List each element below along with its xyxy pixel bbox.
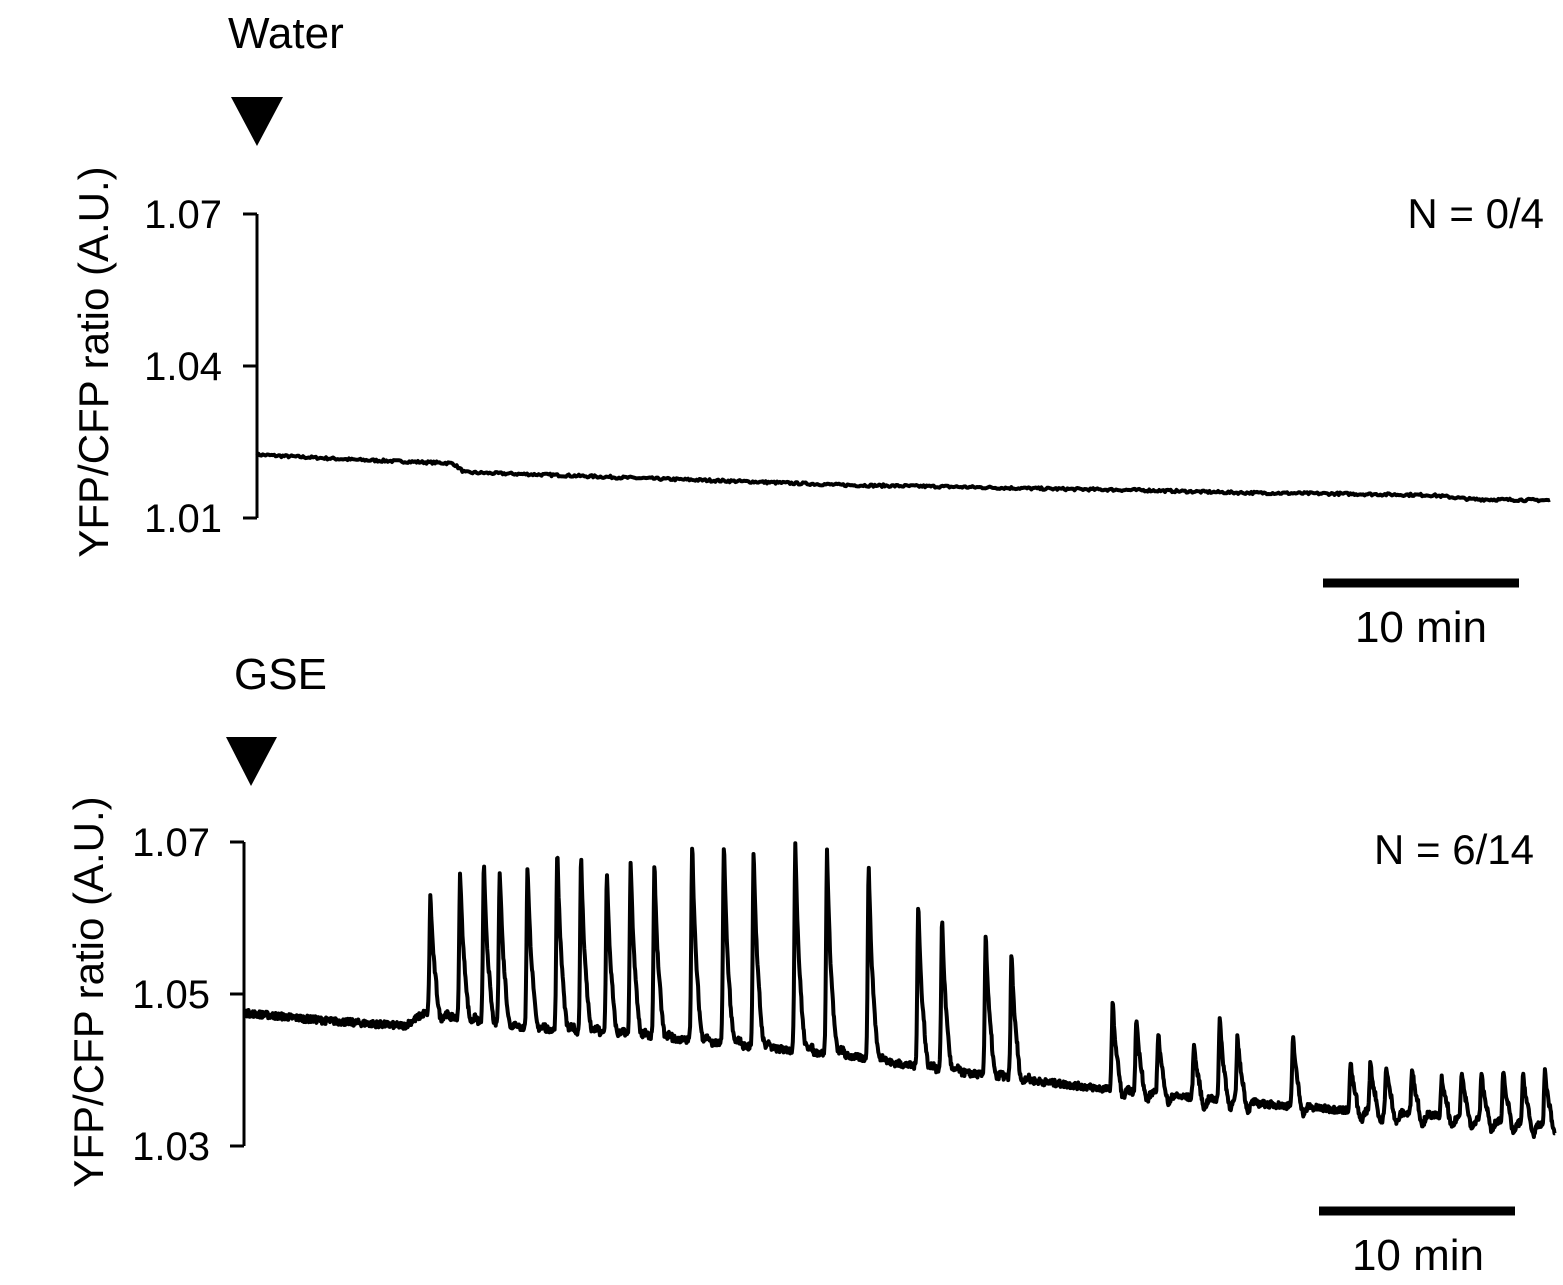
- trace-gse: [244, 841, 1557, 1139]
- stimulus-arrow-gse: [226, 737, 277, 786]
- scale-bar-label-gse: 10 min: [1352, 1231, 1484, 1280]
- scale-bar-label-water: 10 min: [1355, 603, 1487, 652]
- n-annotation-water: N = 0/4: [1407, 190, 1544, 237]
- y-tick-label-gse-2: 1.03: [132, 1125, 210, 1169]
- y-tick-label-water-2: 1.01: [144, 497, 222, 541]
- y-tick-label-gse-0: 1.07: [132, 821, 210, 865]
- y-axis-gse: 1.07 1.05 1.03: [132, 821, 246, 1169]
- y-tick-label-water-0: 1.07: [144, 193, 222, 237]
- trace-water: [255, 451, 1551, 504]
- stimulus-arrow-water: [231, 97, 283, 146]
- n-annotation-gse: N = 6/14: [1374, 826, 1534, 873]
- panel-gse: GSE YFP/CFP ratio (A.U.) 1.07 1.05 1.03 …: [65, 650, 1557, 1280]
- y-axis-label-water: YFP/CFP ratio (A.U.): [70, 166, 117, 557]
- y-axis-label-gse: YFP/CFP ratio (A.U.): [65, 796, 112, 1187]
- stimulus-label-water: Water: [228, 9, 344, 58]
- y-axis-water: 1.07 1.04 1.01: [144, 193, 259, 541]
- y-tick-label-gse-1: 1.05: [132, 973, 210, 1017]
- panel-water: Water YFP/CFP ratio (A.U.) 1.07 1.04 1.0…: [70, 9, 1551, 652]
- y-tick-label-water-1: 1.04: [144, 345, 222, 389]
- stimulus-label-gse: GSE: [234, 650, 327, 699]
